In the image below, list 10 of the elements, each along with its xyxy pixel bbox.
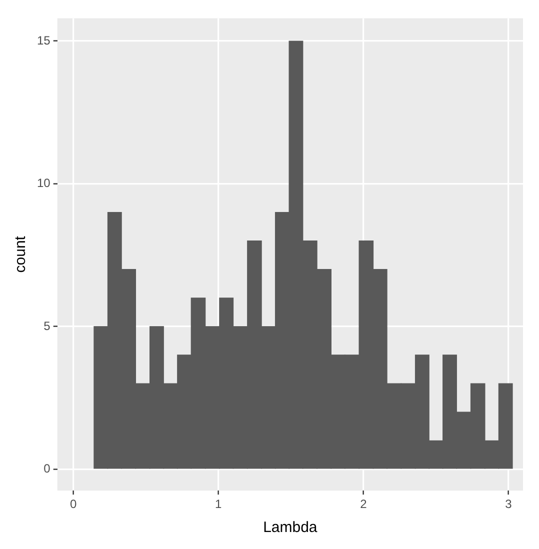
y-tick-label: 15 [36, 33, 51, 48]
x-axis-title: Lambda [263, 519, 318, 536]
y-tick-label: 10 [36, 176, 51, 190]
x-tick-label: 0 [70, 497, 77, 512]
y-axis-title: count [12, 235, 30, 273]
x-tick-label: 1 [215, 497, 222, 512]
x-tick-label: 2 [360, 497, 368, 512]
x-tick-label: 3 [505, 497, 512, 512]
y-tick-label: 5 [44, 318, 51, 333]
y-tick-label: 0 [44, 462, 51, 476]
